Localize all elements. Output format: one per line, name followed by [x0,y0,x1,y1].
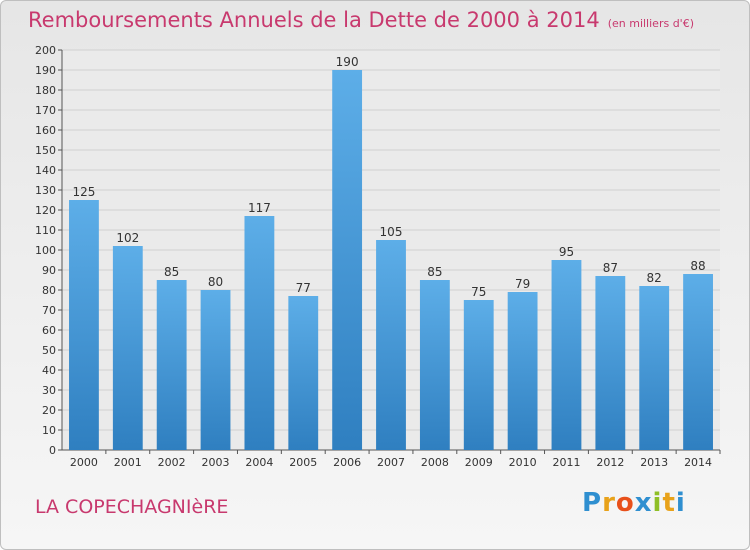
y-tick-label: 140 [35,164,56,177]
data-label: 85 [427,265,442,279]
bar [376,240,406,450]
data-label: 190 [336,55,359,69]
bar [288,296,319,450]
data-label: 85 [164,265,179,279]
x-tick-label: 2003 [202,456,230,469]
y-tick-label: 60 [42,324,56,337]
x-tick-label: 2011 [552,456,580,469]
bar [683,274,713,450]
data-label: 105 [380,225,403,239]
y-tick-label: 10 [42,424,56,437]
data-label: 95 [559,245,574,259]
x-tick-label: 2010 [509,456,537,469]
data-label: 80 [208,275,223,289]
x-tick-label: 2000 [70,456,98,469]
x-tick-label: 2001 [114,456,142,469]
x-tick-label: 2005 [289,456,317,469]
y-tick-label: 150 [35,144,56,157]
x-tick-label: 2009 [465,456,493,469]
logo-letter: i [675,488,686,518]
bar [200,290,231,450]
y-tick-label: 80 [42,284,56,297]
data-label: 82 [647,271,662,285]
logo-letter: r [602,488,616,518]
y-tick-label: 130 [35,184,56,197]
y-tick-label: 120 [35,204,56,217]
y-tick-label: 110 [35,224,56,237]
data-label: 75 [471,285,486,299]
commune-name: LA COPECHAGNIèRE [35,496,229,518]
data-label: 87 [603,261,618,275]
data-label: 79 [515,277,530,291]
bar [463,300,494,450]
logo-letter: i [652,488,663,518]
logo-letter: P [582,488,603,518]
logo-letter: x [634,488,653,518]
bar [639,286,670,450]
y-tick-label: 160 [35,124,56,137]
data-label: 117 [248,201,271,215]
y-tick-label: 180 [35,84,56,97]
proxiti-logo: Proxiti [582,488,686,518]
data-label: 125 [72,185,95,199]
bar [332,70,363,450]
y-tick-label: 200 [35,44,56,57]
x-tick-label: 2008 [421,456,449,469]
bar [551,260,582,450]
logo-letter: t [662,488,676,518]
x-tick-label: 2002 [158,456,186,469]
bar [595,276,626,450]
bar [156,280,187,450]
data-label: 88 [690,259,705,273]
x-tick-label: 2007 [377,456,405,469]
y-tick-label: 170 [35,104,56,117]
x-tick-label: 2012 [596,456,624,469]
chart-title-text: Remboursements Annuels de la Dette de 20… [28,8,600,32]
x-tick-label: 2004 [245,456,273,469]
x-tick-label: 2006 [333,456,361,469]
y-tick-label: 90 [42,264,56,277]
logo-letter: o [615,488,635,518]
x-tick-label: 2014 [684,456,712,469]
chart-subtitle: (en milliers d'€) [607,17,694,30]
bar [507,292,538,450]
y-tick-label: 20 [42,404,56,417]
data-label: 102 [116,231,139,245]
bar [244,216,275,450]
y-tick-label: 0 [49,444,56,457]
y-tick-label: 70 [42,304,56,317]
y-tick-label: 50 [42,344,56,357]
data-label: 77 [296,281,311,295]
chart-title: Remboursements Annuels de la Dette de 20… [28,8,694,32]
y-tick-label: 40 [42,364,56,377]
bar [69,200,99,450]
y-tick-label: 30 [42,384,56,397]
bar [112,246,143,450]
y-tick-label: 100 [35,244,56,257]
y-tick-label: 190 [35,64,56,77]
bar [419,280,450,450]
x-tick-label: 2013 [640,456,668,469]
